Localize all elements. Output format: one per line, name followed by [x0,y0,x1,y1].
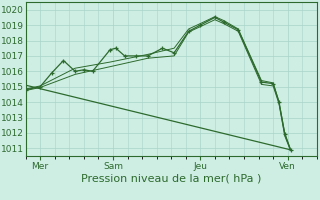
X-axis label: Pression niveau de la mer( hPa ): Pression niveau de la mer( hPa ) [81,173,261,183]
